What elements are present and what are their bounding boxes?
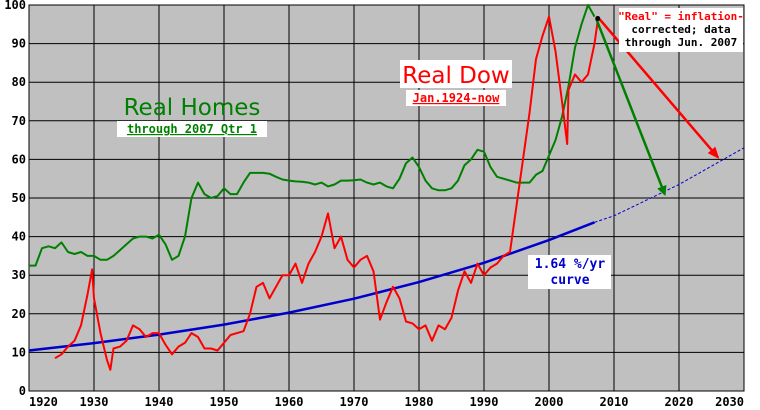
grid-lines (29, 5, 744, 391)
note-line3: through Jun. 2007 (625, 36, 738, 49)
x-tick-label: 2030 (715, 395, 744, 409)
x-tick-label: 2010 (600, 395, 629, 409)
x-tick-label: 2020 (665, 395, 694, 409)
y-tick-label: 50 (12, 191, 26, 205)
homes-projection-arrow (595, 18, 667, 197)
real-homes-line (29, 4, 596, 267)
real-dow-line (54, 15, 599, 371)
x-tick-label: 1970 (340, 395, 369, 409)
trend-curve-projection (594, 147, 745, 223)
x-tick-label: 1940 (145, 395, 174, 409)
real-homes-label: Real Homes (124, 95, 261, 121)
y-tick-label: 60 (12, 152, 26, 166)
y-axis-tick-labels: 0 10 20 30 40 50 60 70 80 90 100 (4, 0, 26, 398)
y-tick-label: 10 (12, 345, 26, 359)
real-dow-sub-label: Jan.1924-now (413, 91, 500, 105)
x-tick-label: 1980 (405, 395, 434, 409)
curve-label-line1: 1.64 %/yr (535, 257, 606, 272)
note-line2: corrected; data (631, 23, 730, 36)
x-axis-tick-labels: 1920 1930 1940 1950 1960 1970 1980 1990 2000 2010… (29, 395, 744, 409)
x-tick-label: 1990 (470, 395, 499, 409)
x-tick-label: 1950 (210, 395, 239, 409)
real-homes-sub-label: through 2007 Qtr 1 (127, 122, 257, 136)
real-dow-label: Real Dow (402, 63, 510, 89)
y-tick-label: 30 (12, 268, 26, 282)
real-dow-label-bg (400, 60, 512, 88)
y-tick-label: 90 (12, 37, 26, 51)
note-box-bg (619, 8, 743, 52)
x-tick-label: 1960 (275, 395, 304, 409)
x-tick-label: 2000 (535, 395, 564, 409)
latest-point-marker (595, 16, 601, 22)
y-tick-label: 100 (4, 0, 26, 12)
curve-label-bg (528, 255, 611, 289)
curve-label-line2: curve (550, 273, 589, 288)
y-tick-label: 20 (12, 307, 26, 321)
y-tick-label: 40 (12, 230, 26, 244)
y-tick-label: 80 (12, 75, 26, 89)
note-line1: "Real" = inflation- (618, 10, 744, 23)
real-dow-sub-bg (406, 90, 506, 106)
y-tick-label: 0 (19, 384, 26, 398)
x-tick-label: 1930 (80, 395, 109, 409)
y-tick-label: 70 (12, 114, 26, 128)
x-tick-label: 1920 (29, 395, 58, 409)
real-homes-sub-bg (117, 121, 267, 137)
series-layer (28, 4, 745, 371)
